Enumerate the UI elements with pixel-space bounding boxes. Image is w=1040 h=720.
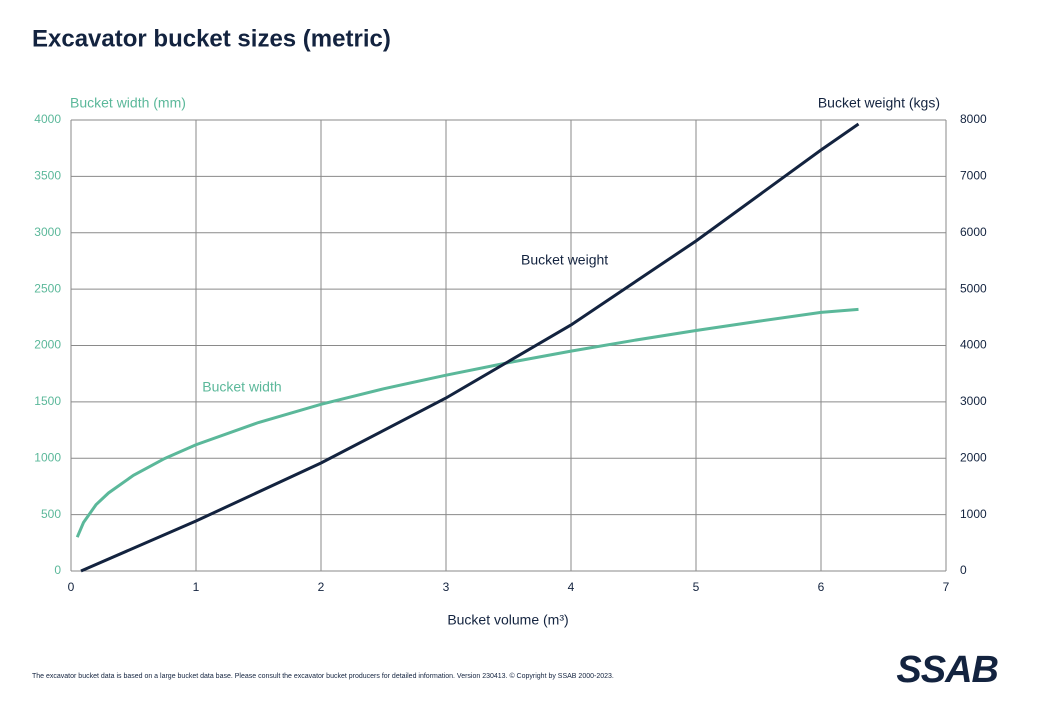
y2-tick-label: 8000	[960, 112, 987, 126]
y-tick-label: 4000	[34, 112, 61, 126]
y-axis-title: Bucket width (mm)	[70, 95, 186, 111]
y-tick-label: 1500	[34, 394, 61, 408]
footnote: The excavator bucket data is based on a …	[32, 672, 614, 680]
y-tick-label: 1000	[34, 450, 61, 464]
line	[75, 307, 859, 538]
chart-title: Excavator bucket sizes (metric)	[32, 25, 391, 52]
y-tick-label: 0	[54, 563, 61, 577]
x-tick-label: 3	[443, 580, 450, 594]
y2-tick-label: 6000	[960, 225, 987, 239]
x-axis-title: Bucket volume (m³)	[447, 612, 568, 628]
y2-tick-label: 1000	[960, 507, 987, 521]
line	[80, 122, 860, 573]
x-tick-label: 6	[818, 580, 825, 594]
y2-tick-label: 5000	[960, 281, 987, 295]
y2-tick-label: 2000	[960, 450, 987, 464]
y-tick-label: 3500	[34, 169, 61, 183]
y-tick-label: 500	[41, 507, 61, 521]
y-tick-label: 2500	[34, 281, 61, 295]
y2-tick-label: 4000	[960, 338, 987, 352]
x-tick-label: 0	[68, 580, 75, 594]
y2-tick-label: 7000	[960, 169, 987, 183]
y-tick-label: 2000	[34, 338, 61, 352]
x-tick-label: 2	[318, 580, 325, 594]
y-tick-label: 3000	[34, 225, 61, 239]
x-tick-label: 7	[943, 580, 950, 594]
logo: SSAB	[896, 649, 998, 691]
x-tick-label: 4	[568, 580, 575, 594]
y2-axis-title: Bucket weight (kgs)	[818, 95, 940, 111]
annotation: Bucket width	[202, 378, 281, 394]
annotation: Bucket weight	[521, 252, 608, 268]
x-tick-label: 1	[193, 580, 200, 594]
y2-tick-label: 3000	[960, 394, 987, 408]
x-tick-label: 5	[693, 580, 700, 594]
y2-tick-label: 0	[960, 563, 967, 577]
